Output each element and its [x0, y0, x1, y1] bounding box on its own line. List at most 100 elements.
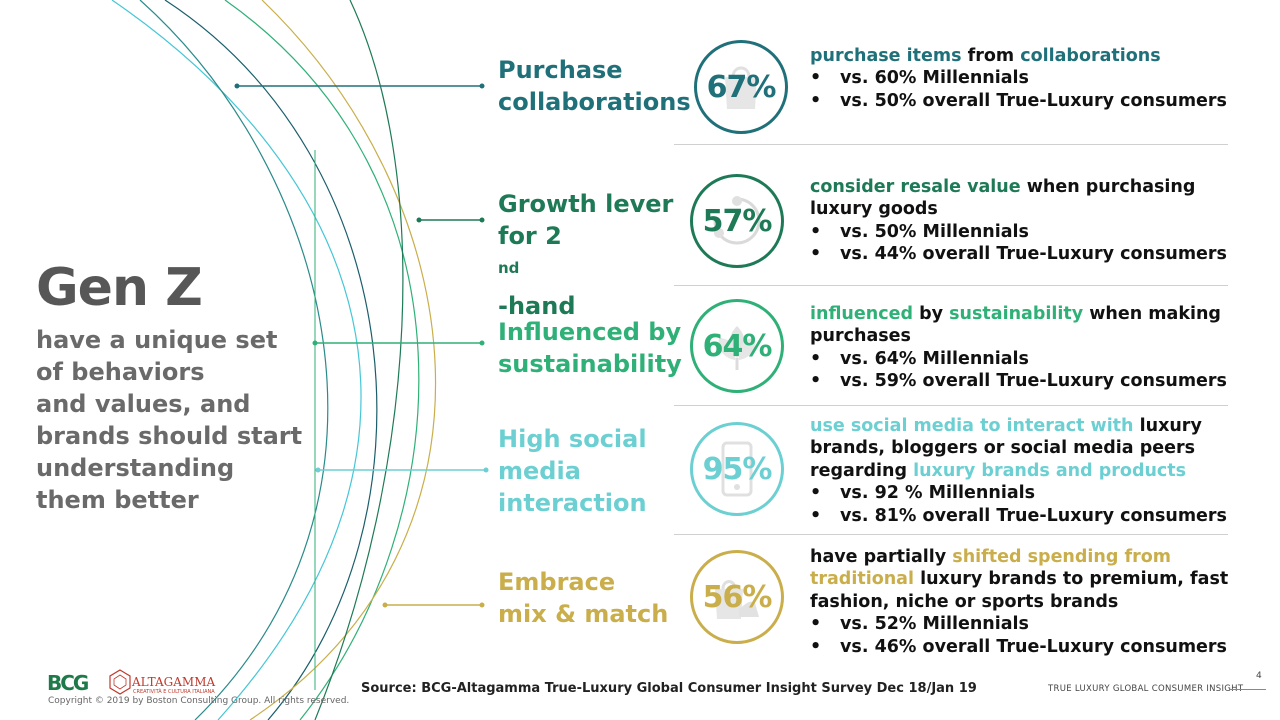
report-label: TRUE LUXURY GLOBAL CONSUMER INSIGHT	[1048, 684, 1244, 694]
bullet-marker: •	[810, 221, 822, 242]
behavior-label-line: collaborations	[498, 88, 691, 116]
description-line: use social media to interact with luxury	[810, 415, 1220, 437]
hero-subtitle: have a unique set of behaviors and value…	[36, 324, 336, 516]
description-line: brands, bloggers or social media peers	[810, 437, 1220, 459]
altagamma-tagline: CREATIVITÀ E CULTURA ITALIANA	[133, 689, 215, 695]
comparison-bullet: • vs. 44% overall True-Luxury consumers	[810, 243, 1227, 265]
hero-subtitle-line: of behaviors	[36, 358, 205, 386]
description-text: from	[961, 46, 1021, 66]
description-text: regarding	[810, 460, 914, 481]
stat-badge-collaborations: 67%	[694, 40, 788, 134]
behavior-label-line: media	[498, 457, 581, 485]
bullet-text: vs. 44% overall True-Luxury consumers	[840, 244, 1227, 265]
description-text: have partially	[810, 547, 953, 567]
bullet-text: vs. 81% overall True-Luxury consumers	[840, 505, 1227, 526]
description-line: purchase items from collaborations	[810, 45, 1220, 67]
description-highlight: purchase items	[810, 46, 962, 66]
description-text: purchases	[810, 326, 911, 347]
behavior-label-line: interaction	[498, 489, 647, 517]
description-text: when making	[1083, 304, 1221, 324]
stat-percent: 56%	[702, 579, 773, 615]
row-divider	[674, 285, 1228, 286]
comparison-bullet: • vs. 81% overall True-Luxury consumers	[810, 505, 1227, 527]
description-text: by	[912, 304, 950, 324]
stat-badge-second-hand: 57%	[690, 174, 784, 268]
bullet-marker: •	[810, 505, 822, 526]
comparison-bullet: • vs. 46% overall True-Luxury consumers	[810, 636, 1227, 658]
copyright-notice: Copyright © 2019 by Boston Consulting Gr…	[48, 696, 350, 706]
behavior-label-line: Growth lever	[498, 190, 674, 218]
behavior-label-line: High social	[498, 425, 647, 453]
description-line: purchases	[810, 325, 1220, 347]
description-line: consider resale value when purchasing	[810, 176, 1220, 198]
bullet-text: vs. 50% overall True-Luxury consumers	[840, 90, 1227, 111]
behavior-label-line: Purchase	[498, 56, 623, 84]
description-text: luxury brands to premium, fast	[913, 569, 1229, 590]
description-text: brands, bloggers or social media peers	[810, 438, 1196, 459]
bullet-marker: •	[810, 371, 822, 392]
altagamma-logo-text: ALTAGAMMA	[132, 675, 216, 689]
bullet-text: vs. 60% Millennials	[840, 68, 1029, 89]
bullet-marker: •	[810, 614, 822, 635]
stat-percent: 57%	[702, 203, 773, 239]
page-number: 4	[1256, 671, 1262, 681]
comparison-bullet: • vs. 60% Millennials	[810, 67, 1220, 89]
hero-subtitle-line: understanding	[36, 454, 235, 482]
comparison-bullet: • vs. 64% Millennials	[810, 348, 1220, 370]
comparison-bullet: • vs. 50% overall True-Luxury consumers	[810, 90, 1227, 112]
page-title: Gen Z	[36, 258, 203, 318]
description-highlight: collaborations	[1020, 46, 1161, 66]
hero-subtitle-line: brands should start	[36, 422, 303, 450]
bullet-marker: •	[810, 483, 822, 504]
row-divider	[674, 144, 1228, 145]
row-divider	[674, 405, 1228, 406]
leaf-icon	[718, 326, 756, 370]
hero-subtitle-line: have a unique set	[36, 326, 278, 354]
footer-rule	[1230, 689, 1266, 690]
behavior-label-social-media: High social media interaction	[498, 423, 647, 519]
bullet-text: vs. 52% Millennials	[840, 614, 1029, 635]
behavior-label-line: for 2 nd -hand	[498, 220, 673, 322]
bullet-text: vs. 50% Millennials	[840, 221, 1029, 242]
description-text: luxury	[1133, 416, 1202, 436]
bullet-marker: •	[810, 68, 822, 89]
recycle-icon	[713, 196, 761, 245]
altagamma-logo-icon	[109, 669, 131, 695]
bullet-text: vs. 46% overall True-Luxury consumers	[840, 636, 1227, 657]
stat-description-sustainability: influenced by sustainability when making…	[810, 303, 1227, 393]
comparison-bullet: • vs. 59% overall True-Luxury consumers	[810, 370, 1227, 392]
description-line: have partially shifted spending from	[810, 546, 1220, 568]
description-text: when purchasing	[1020, 177, 1196, 197]
stat-description-mix-match: have partially shifted spending from tra…	[810, 546, 1228, 658]
source-note: Source: BCG-Altagamma True-Luxury Global…	[361, 681, 977, 696]
description-highlight: consider resale value	[810, 177, 1021, 197]
description-line: regarding luxury brands and products	[810, 460, 1220, 482]
hero-subtitle-line: them better	[36, 486, 199, 514]
description-text: luxury goods	[810, 199, 938, 220]
smartphone-icon	[721, 441, 753, 497]
description-text: fashion, niche or sports brands	[810, 591, 1119, 612]
behavior-label-line: sustainability	[498, 350, 682, 378]
label-text: -hand	[498, 292, 576, 320]
label-text: for 2	[498, 222, 562, 250]
shopping-bag-icon	[725, 66, 757, 109]
bullet-marker: •	[810, 348, 822, 369]
stat-description-social-media: use social media to interact with luxury…	[810, 415, 1227, 527]
comparison-bullet: • vs. 52% Millennials	[810, 613, 1220, 635]
stat-percent: 64%	[702, 328, 773, 364]
bullet-marker: •	[810, 90, 822, 111]
description-highlight: traditional	[810, 569, 914, 590]
description-highlight: shifted spending from	[952, 547, 1171, 567]
stat-badge-mix-match: 56%	[690, 550, 784, 644]
hero-subtitle-line: and values, and	[36, 390, 251, 418]
behavior-label-line: Influenced by	[498, 318, 682, 346]
bullet-text: vs. 64% Millennials	[840, 348, 1029, 369]
bullet-marker: •	[810, 244, 822, 265]
description-highlight: luxury brands and products	[913, 460, 1187, 481]
stat-description-collaborations: purchase items from collaborations • vs. …	[810, 45, 1227, 112]
description-line: influenced by sustainability when making	[810, 303, 1221, 325]
bcg-logo: BCG	[47, 671, 89, 695]
bullet-marker: •	[810, 636, 822, 657]
description-line: fashion, niche or sports brands	[810, 591, 1220, 613]
